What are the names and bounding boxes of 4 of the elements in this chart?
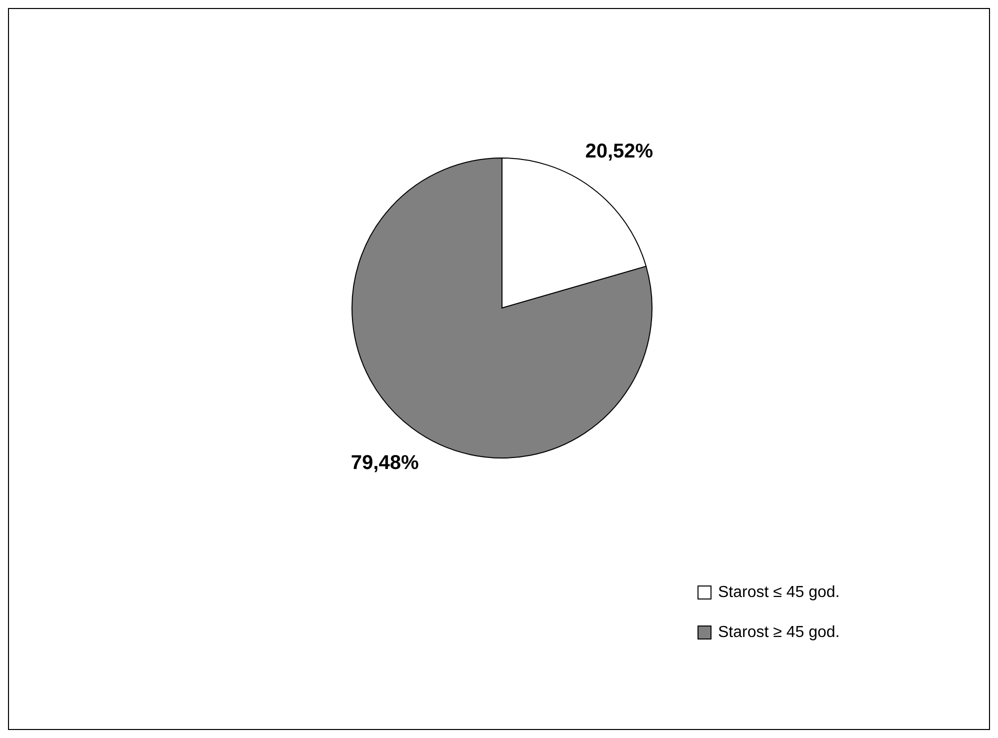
legend-label: Starost ≤ 45 god. bbox=[718, 584, 840, 602]
legend-label: Starost ≥ 45 god. bbox=[718, 624, 840, 642]
data-label: 20,52% bbox=[585, 140, 654, 162]
data-label: 79,48% bbox=[350, 452, 419, 474]
